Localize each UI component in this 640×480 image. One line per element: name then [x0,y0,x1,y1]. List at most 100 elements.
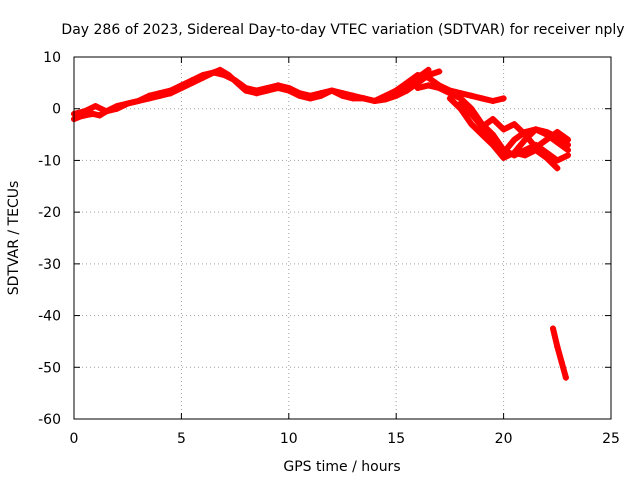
data-point [264,85,271,91]
data-point [135,98,142,104]
data-point [511,149,518,156]
data-point [425,66,432,73]
data-point [339,92,346,99]
data-point [532,147,539,154]
data-point [500,126,507,133]
data-point [92,103,99,110]
x-tick-label: 20 [495,431,513,447]
data-point [543,154,550,161]
chart-title: Day 286 of 2023, Sidereal Day-to-day VTE… [61,22,624,38]
data-point [511,121,518,128]
data-point [285,85,292,91]
data-point [414,85,421,91]
data-point [124,100,131,107]
series-line-track-drop [550,325,569,381]
y-tick-label: -20 [38,205,61,221]
data-point [446,95,453,102]
data-point [189,77,196,84]
data-point [511,136,518,143]
x-tick-label: 0 [70,431,79,447]
data-point [554,165,561,172]
plot-frame [73,56,612,420]
data-point [146,92,153,99]
data-point [393,87,400,94]
data-point [489,98,496,104]
data-point [328,87,335,94]
data-point [500,95,507,102]
data-point [178,82,185,89]
x-tick-label: 5 [177,431,186,447]
y-tick-label: -10 [38,153,61,169]
data-point [565,147,571,154]
data-point [382,92,389,99]
data-point [532,126,539,133]
data-point [554,343,561,350]
data-point [221,72,228,79]
data-point [479,126,486,133]
data-point [543,129,550,135]
y-tick-label: 0 [52,102,61,118]
data-point [543,136,550,143]
data-point [253,87,260,94]
data-point [468,121,475,128]
data-point [90,110,97,117]
y-tick-labels: 10 0 -10 -20 -30 -40 -50 -60 [38,50,61,428]
x-tick-label: 25 [602,431,620,447]
data-point [199,72,206,79]
tick-layer [73,56,612,420]
data-point [468,110,475,117]
data-point [500,154,507,161]
data-point [114,105,120,112]
data-point [489,139,496,146]
data-point [242,85,249,91]
data-point [167,87,174,94]
data-point [307,92,314,99]
data-point [425,82,432,89]
data-point [361,95,367,102]
x-tick-label: 15 [387,431,405,447]
data-point [522,129,529,135]
data-point [232,77,239,84]
data-point [350,95,357,102]
data-point [275,82,282,89]
data-point [500,149,507,156]
data-point [436,85,443,91]
data-point [425,74,432,81]
data-point [210,69,217,76]
data-point [479,95,486,102]
data-point [550,325,556,332]
data-point [318,90,324,97]
data-point [403,79,410,86]
data-point [96,112,103,119]
data-point [156,90,163,97]
y-axis-label: SDTVAR / TECUs [6,181,22,296]
data-point [457,100,464,107]
data-point [103,108,110,115]
data-point [489,131,496,138]
data-point [554,134,561,141]
data-point [562,374,569,381]
data-point [296,90,303,97]
data-point [565,141,571,148]
x-tick-label: 10 [280,431,298,447]
series-line-track-main-offset [71,66,432,117]
data-point [489,116,496,123]
data-point [81,108,88,115]
series-layer [71,66,571,381]
data-point [371,98,378,104]
data-point [436,68,443,75]
y-tick-label: 10 [43,50,61,66]
data-point [558,359,565,366]
y-tick-label: -40 [38,309,61,325]
data-point [522,152,529,159]
y-tick-label: -50 [38,360,61,376]
y-tick-label: -30 [38,257,61,273]
x-tick-labels: 0 5 10 15 20 25 [70,431,620,447]
grid-layer [74,57,611,419]
data-point [446,90,453,97]
data-point [468,92,475,99]
x-axis-label: GPS time / hours [283,459,400,475]
data-point [565,152,571,159]
data-point [457,95,464,102]
